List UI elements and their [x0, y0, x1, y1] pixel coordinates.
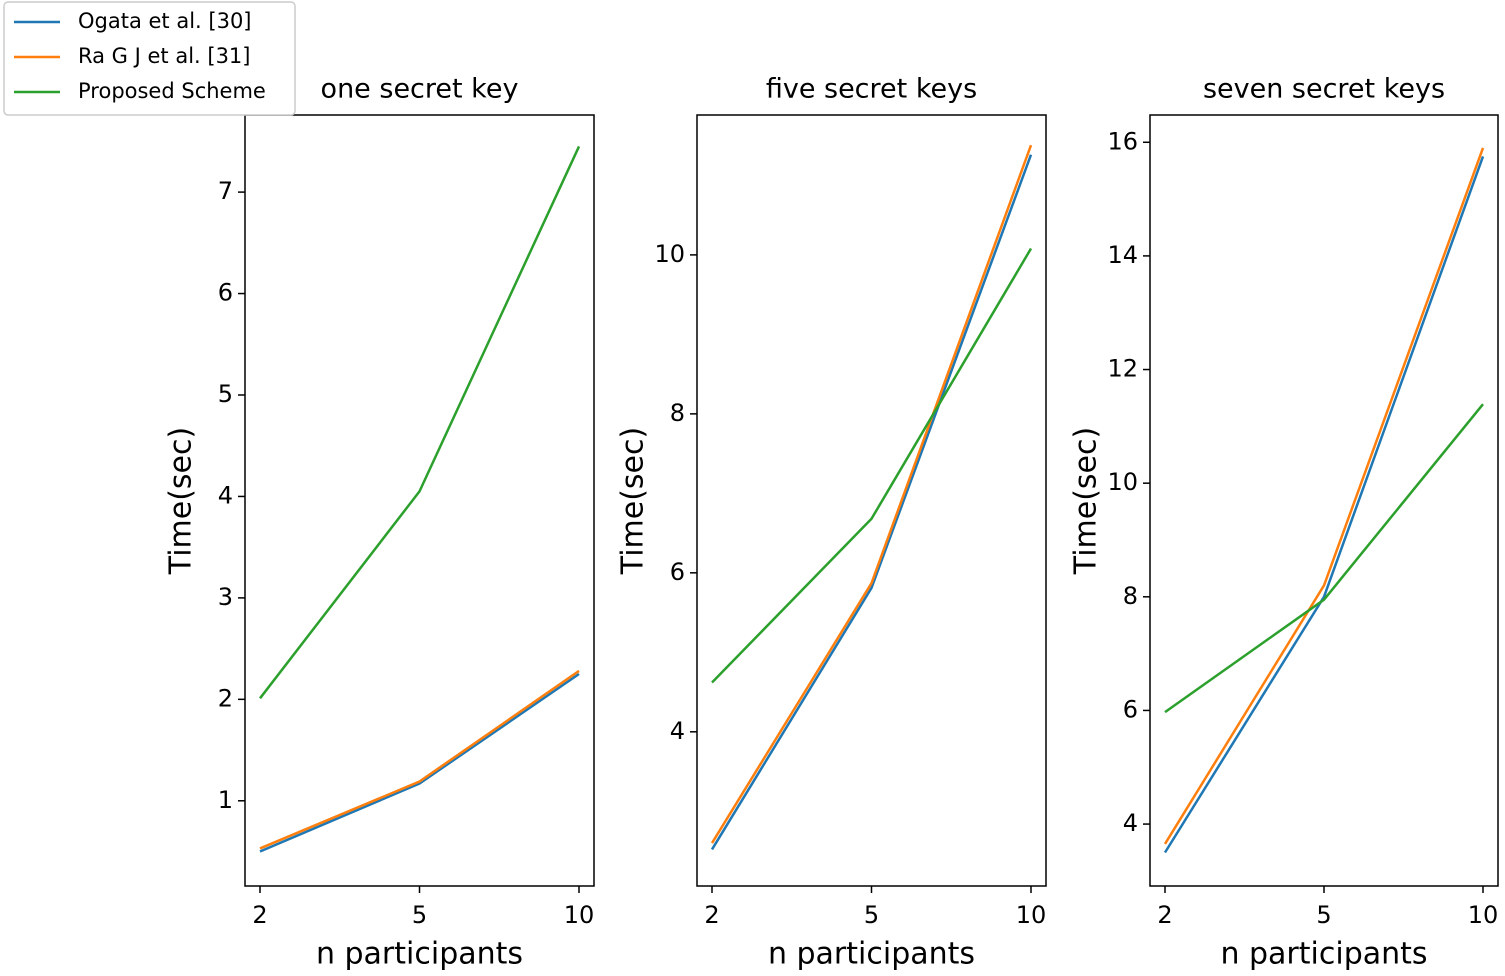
- chart-title: one secret key: [321, 74, 519, 105]
- x-axis-label: n participants: [1220, 937, 1427, 972]
- y-tick-label: 3: [218, 583, 233, 611]
- x-tick-label: 2: [1157, 901, 1172, 929]
- line: [259, 669, 580, 850]
- x-tick-label: 2: [252, 901, 267, 929]
- line: [1163, 156, 1485, 854]
- legend-label: Ra G J et al. [31]: [78, 44, 250, 68]
- line: [1163, 147, 1485, 845]
- y-axis-label: Time(sec): [616, 427, 651, 575]
- y-tick-label: 4: [218, 481, 233, 509]
- legend-label: Proposed Scheme: [78, 79, 266, 103]
- line: [711, 247, 1033, 684]
- x-axis-label: n participants: [768, 937, 975, 972]
- line: [259, 145, 581, 700]
- line: [710, 154, 1033, 851]
- plot-frame: [1149, 114, 1499, 887]
- y-tick-label: 4: [670, 717, 685, 745]
- x-tick-label: 10: [564, 901, 595, 929]
- y-tick-label: 6: [218, 279, 233, 307]
- x-tick-label: 5: [412, 901, 427, 929]
- y-tick-label: 14: [1107, 241, 1138, 269]
- y-tick-label: 10: [1107, 468, 1138, 496]
- y-tick-label: 4: [1123, 809, 1138, 837]
- line: [710, 144, 1033, 844]
- y-axis-label: Time(sec): [1069, 427, 1104, 575]
- plot-frame: [244, 114, 595, 887]
- y-tick-label: 6: [670, 558, 685, 586]
- y-tick-label: 8: [670, 399, 685, 427]
- chart-title: seven secret keys: [1203, 74, 1445, 105]
- legend-label: Ogata et al. [30]: [78, 9, 252, 33]
- y-tick-label: 6: [1123, 695, 1138, 723]
- line: [259, 672, 580, 853]
- y-tick-label: 16: [1107, 127, 1138, 155]
- x-tick-label: 5: [864, 901, 879, 929]
- y-axis-label: Time(sec): [164, 427, 199, 575]
- y-tick-label: 8: [1123, 582, 1138, 610]
- line: [1164, 403, 1484, 714]
- x-axis-label: n participants: [316, 937, 523, 972]
- legend-box: [3, 1, 296, 116]
- y-tick-label: 7: [218, 177, 233, 205]
- x-tick-label: 10: [1468, 901, 1499, 929]
- y-tick-label: 2: [218, 684, 233, 712]
- y-tick-label: 12: [1107, 355, 1138, 383]
- x-tick-label: 10: [1016, 901, 1047, 929]
- chart-title: five secret keys: [766, 74, 977, 105]
- x-tick-label: 2: [704, 901, 719, 929]
- x-tick-label: 5: [1316, 901, 1331, 929]
- plot-frame: [696, 114, 1047, 887]
- y-tick-label: 10: [654, 240, 685, 268]
- y-tick-label: 1: [218, 786, 233, 814]
- y-tick-label: 5: [218, 380, 233, 408]
